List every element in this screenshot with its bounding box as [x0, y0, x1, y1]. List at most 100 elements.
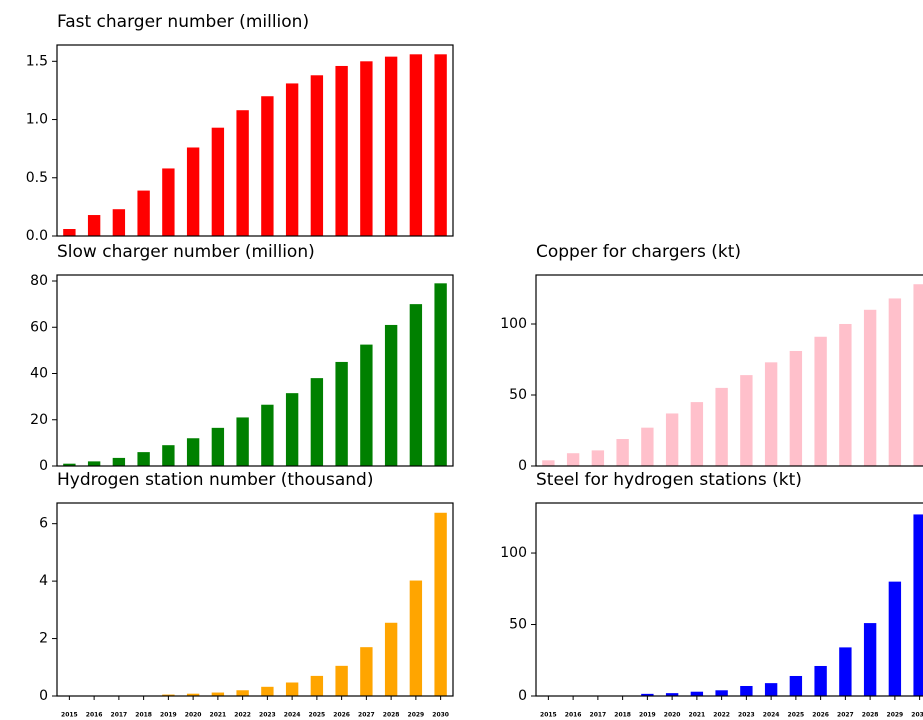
bar [137, 452, 150, 466]
bar [310, 75, 324, 236]
x-tick-label: 2022 [234, 712, 251, 719]
bar [162, 445, 175, 466]
bar [863, 623, 877, 696]
bar [690, 402, 704, 466]
x-tick-label: 2024 [284, 712, 301, 719]
bar [211, 427, 225, 466]
y-tick-label: 4 [39, 573, 48, 589]
x-tick-label: 2024 [763, 712, 780, 719]
x-tick-label: 2020 [664, 712, 681, 719]
y-tick-label: 2 [39, 631, 48, 647]
x-tick-label: 2021 [210, 712, 227, 719]
bar [814, 336, 827, 466]
y-tick-label: 0 [39, 688, 48, 704]
bar [335, 65, 348, 237]
x-tick-label: 2017 [590, 712, 607, 719]
y-tick-label: 60 [30, 319, 48, 335]
bar [285, 682, 299, 696]
bar [236, 690, 249, 696]
bar [715, 690, 728, 696]
x-tick-label: 2023 [738, 712, 755, 719]
bar [186, 693, 200, 696]
x-tick-label: 2029 [887, 712, 904, 719]
x-tick-label: 2025 [788, 712, 805, 719]
x-tick-label: 2027 [358, 712, 375, 719]
bar [764, 362, 778, 466]
bar [740, 685, 753, 696]
x-tick-label: 2028 [383, 712, 400, 719]
bar [740, 375, 753, 466]
y-tick-label: 1.5 [26, 53, 48, 69]
y-tick-label: 100 [500, 545, 527, 561]
bar [913, 284, 923, 466]
bar [384, 56, 398, 236]
bar [434, 283, 447, 466]
y-tick-label: 0.0 [26, 228, 48, 244]
x-tick-label: 2016 [565, 712, 582, 719]
bar [211, 692, 225, 696]
axes-frame [535, 502, 923, 697]
bar [888, 298, 902, 466]
bar [814, 665, 827, 696]
bar [360, 344, 373, 466]
x-tick-label: 2017 [111, 712, 128, 719]
y-tick-label: 0 [518, 688, 527, 704]
y-tick-label: 100 [500, 316, 527, 332]
bar [384, 622, 398, 696]
x-tick-label: 2019 [160, 712, 177, 719]
bar [112, 457, 126, 466]
chart-title: Steel for hydrogen stations (kt) [536, 470, 802, 490]
x-tick-label: 2026 [333, 712, 350, 719]
x-tick-label: 2027 [837, 712, 854, 719]
x-tick-label: 2015 [540, 712, 557, 719]
bar [542, 460, 555, 466]
y-tick-label: 80 [30, 273, 48, 289]
bar [261, 686, 274, 696]
bar [63, 463, 76, 466]
y-tick-label: 1.0 [26, 112, 48, 128]
chart-title: Fast charger number (million) [57, 12, 309, 32]
bar [236, 417, 249, 466]
axes-frame [56, 274, 454, 467]
x-tick-label: 2023 [259, 712, 276, 719]
x-tick-label: 2028 [862, 712, 879, 719]
chart-title: Slow charger number (million) [57, 242, 315, 262]
y-tick-label: 0 [39, 458, 48, 474]
bar [63, 229, 76, 236]
bar [665, 413, 679, 466]
axes-frame [535, 274, 923, 467]
x-tick-label: 2018 [614, 712, 631, 719]
bar [186, 147, 200, 236]
x-tick-label: 2018 [135, 712, 152, 719]
bar [261, 404, 274, 466]
x-tick-label: 2030 [432, 712, 449, 719]
x-tick-label: 2025 [309, 712, 326, 719]
bar [616, 439, 629, 466]
y-tick-label: 20 [30, 412, 48, 428]
bar [888, 581, 902, 696]
x-tick-label: 2021 [689, 712, 706, 719]
bar [839, 323, 852, 466]
bar [641, 427, 654, 466]
bar [409, 54, 423, 236]
y-tick-label: 40 [30, 366, 48, 382]
chart-title: Copper for chargers (kt) [536, 242, 741, 262]
y-tick-label: 50 [509, 387, 527, 403]
bar [789, 675, 803, 696]
bar [285, 393, 299, 466]
bar [384, 324, 398, 466]
axes-frame [56, 44, 454, 237]
bar [434, 54, 447, 236]
bar [641, 693, 654, 696]
x-tick-label: 2030 [911, 712, 923, 719]
bar [591, 450, 605, 466]
bar [186, 438, 200, 466]
bar [863, 309, 877, 466]
bar [789, 350, 803, 466]
bar [360, 61, 373, 237]
bar [409, 580, 423, 696]
bar [211, 127, 225, 236]
x-tick-label: 2016 [86, 712, 103, 719]
axes-frame [56, 502, 454, 697]
bar [409, 304, 423, 466]
